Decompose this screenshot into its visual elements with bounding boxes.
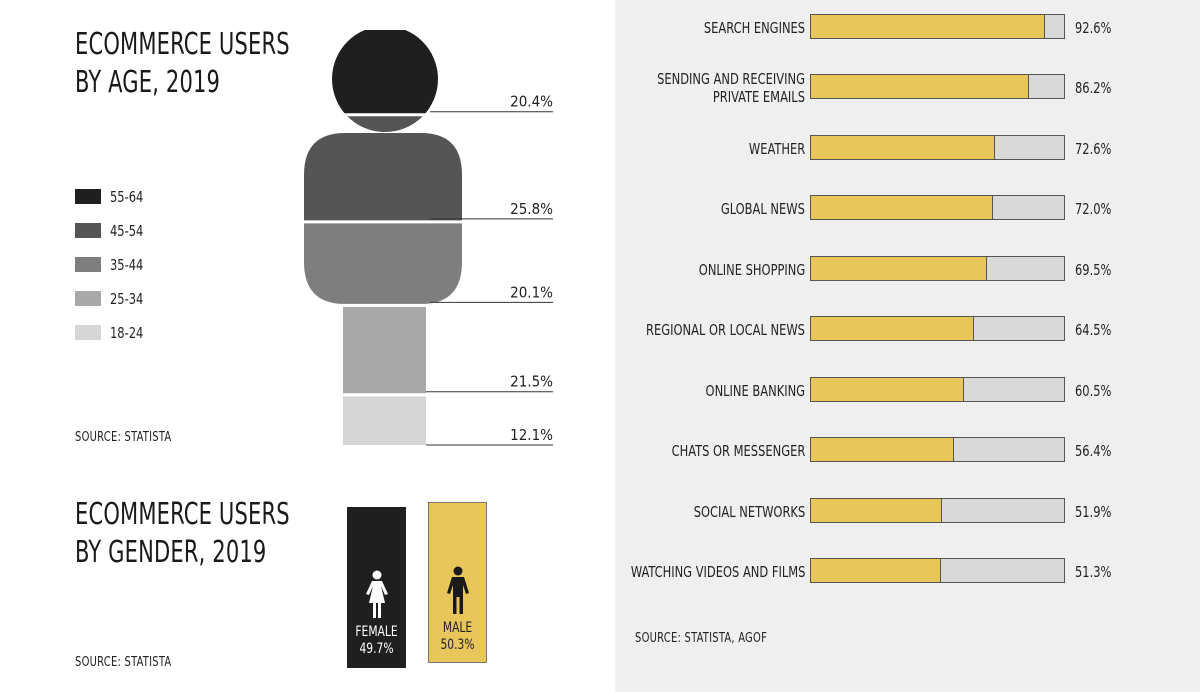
age-title-line1: ECOMMERCE USERS <box>75 27 290 62</box>
bar-category-label: WEATHER <box>748 140 805 158</box>
bar-category-label: ONLINE SHOPPING <box>698 261 805 279</box>
bar-fill <box>811 136 995 159</box>
bar-track <box>810 316 1065 341</box>
gender-title-line1: ECOMMERCE USERS <box>75 497 290 532</box>
legend-swatch <box>75 257 101 272</box>
bar-category-label: SENDING AND RECEIVING PRIVATE EMAILS <box>657 70 805 106</box>
age-person-figure: 20.4% 25.8% 20.1% 21.5% 12.1% <box>304 30 553 446</box>
age-chart-title: ECOMMERCE USERS BY AGE, 2019 <box>75 26 290 102</box>
bar-row: SEARCH ENGINES 92.6% <box>615 8 1200 48</box>
bar-track <box>810 14 1065 39</box>
bar-category-label: ONLINE BANKING <box>705 382 805 400</box>
bar-value-label: 92.6% <box>1075 19 1112 37</box>
female-person-icon <box>365 570 388 618</box>
left-panel: ECOMMERCE USERS BY AGE, 2019 55-64 45-54 3… <box>75 26 554 670</box>
bar-value-label: 60.5% <box>1075 382 1112 400</box>
legend-swatch <box>75 223 101 238</box>
age-value-label: 21.5% <box>510 373 553 391</box>
bar-track <box>810 256 1065 281</box>
bar-value-label: 51.9% <box>1075 503 1112 521</box>
bars-source: SOURCE: STATISTA, AGOF <box>635 631 768 646</box>
bar-row: REGIONAL OR LOCAL NEWS 64.5% <box>615 310 1200 350</box>
bar-value-label: 86.2% <box>1075 79 1112 97</box>
bar-value-label: 69.5% <box>1075 261 1112 279</box>
legend-swatch <box>75 189 101 204</box>
age-value-label: 20.1% <box>510 283 553 301</box>
male-label: MALE <box>442 620 473 636</box>
gender-chart-title: ECOMMERCE USERS BY GENDER, 2019 <box>75 496 290 572</box>
bar-category-label: GLOBAL NEWS <box>720 200 805 218</box>
age-value-label: 20.4% <box>510 93 553 111</box>
bar-category-label: CHATS OR MESSENGER <box>671 442 805 460</box>
legend-label: 35-44 <box>110 256 144 274</box>
bar-row: SOCIAL NETWORKS 51.9% <box>615 492 1200 532</box>
bar-value-label: 56.4% <box>1075 442 1112 460</box>
bar-track <box>810 74 1065 99</box>
age-segment-18-24 <box>304 394 462 445</box>
bar-value-label: 72.0% <box>1075 200 1112 218</box>
female-label: FEMALE <box>355 624 398 640</box>
bar-fill <box>811 317 975 340</box>
bar-fill <box>811 15 1046 38</box>
bar-category-label: SOCIAL NETWORKS <box>693 503 805 521</box>
bar-track <box>810 437 1065 462</box>
bar-value-label: 72.6% <box>1075 140 1112 158</box>
bar-fill <box>811 438 954 461</box>
bar-row: CHATS OR MESSENGER 56.4% <box>615 431 1200 471</box>
bar-fill <box>811 559 941 582</box>
gender-source: SOURCE: STATISTA <box>75 655 172 670</box>
legend-label: 25-34 <box>110 290 144 308</box>
bar-row: ONLINE BANKING 60.5% <box>615 371 1200 411</box>
age-source: SOURCE: STATISTA <box>75 430 172 445</box>
bar-value-label: 51.3% <box>1075 563 1112 581</box>
bar-track <box>810 135 1065 160</box>
legend-swatch <box>75 291 101 306</box>
gender-title-line2: BY GENDER, 2019 <box>75 535 267 570</box>
bar-track <box>810 377 1065 402</box>
legend-swatch <box>75 325 101 340</box>
bar-fill <box>811 378 965 401</box>
male-value: 50.3% <box>440 637 475 653</box>
bar-row: WEATHER 72.6% <box>615 129 1200 169</box>
male-caption: MALE 50.3% <box>433 620 481 654</box>
age-segment-55-64 <box>304 30 462 115</box>
legend-label: 45-54 <box>110 222 144 240</box>
age-segment-25-34 <box>304 305 462 395</box>
legend-label: 55-64 <box>110 188 144 206</box>
female-value: 49.7% <box>359 641 394 657</box>
bar-fill <box>811 75 1030 98</box>
age-title-line2: BY AGE, 2019 <box>75 65 221 100</box>
bar-track <box>810 558 1065 583</box>
bar-row: ONLINE SHOPPING 69.5% <box>615 250 1200 290</box>
female-caption: FEMALE 49.7% <box>351 624 401 658</box>
bar-fill <box>811 499 943 522</box>
bar-track <box>810 195 1065 220</box>
bar-category-label: REGIONAL OR LOCAL NEWS <box>646 321 805 339</box>
age-segment-45-54 <box>304 114 462 222</box>
internet-activities-panel: SEARCH ENGINES 92.6% SENDING AND RECEIVING… <box>615 0 1200 692</box>
age-segment-35-44 <box>304 221 462 306</box>
bar-fill <box>811 257 987 280</box>
age-value-label: 12.1% <box>510 426 553 444</box>
male-bar: MALE 50.3% <box>428 502 487 663</box>
bar-value-label: 64.5% <box>1075 321 1112 339</box>
age-value-label: 25.8% <box>510 200 553 218</box>
bar-row: SENDING AND RECEIVING PRIVATE EMAILS 86.2% <box>615 68 1200 108</box>
bar-row: GLOBAL NEWS 72.0% <box>615 189 1200 229</box>
bar-category-label: WATCHING VIDEOS AND FILMS <box>630 563 805 581</box>
male-person-icon <box>446 566 469 614</box>
female-bar: FEMALE 49.7% <box>347 507 406 668</box>
bar-track <box>810 498 1065 523</box>
bar-fill <box>811 196 994 219</box>
legend-label: 18-24 <box>110 324 144 342</box>
bar-row: WATCHING VIDEOS AND FILMS 51.3% <box>615 552 1200 592</box>
bar-category-label: SEARCH ENGINES <box>703 19 805 37</box>
